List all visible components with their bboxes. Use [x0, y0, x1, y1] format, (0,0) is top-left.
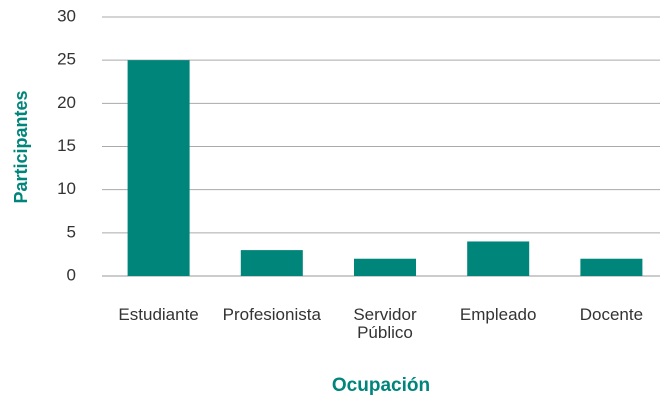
- x-tick-text: Estudiante: [118, 305, 199, 324]
- x-tick-text: Docente: [579, 305, 644, 324]
- y-tick-label: 5: [67, 222, 76, 241]
- y-tick-label: 30: [57, 6, 76, 25]
- x-tick-text: Servidor Público: [353, 305, 417, 342]
- y-tick-label: 10: [57, 179, 76, 198]
- x-tick-label: Servidor Público: [328, 306, 441, 342]
- bar: [467, 241, 530, 276]
- y-tick-label: 20: [57, 93, 76, 112]
- x-tick-label: Estudiante: [102, 306, 215, 324]
- x-tick-label: Docente: [555, 306, 668, 324]
- x-tick-text: Profesionista: [222, 305, 321, 324]
- y-axis-title: Participantes: [11, 90, 31, 203]
- bar: [580, 258, 643, 276]
- y-tick-label: 15: [57, 136, 76, 155]
- y-tick-label: 25: [57, 50, 76, 69]
- x-tick-text: Empleado: [459, 305, 537, 324]
- x-tick-label: Profesionista: [215, 306, 328, 324]
- bar: [354, 258, 416, 276]
- x-axis-title: Ocupación: [332, 375, 430, 396]
- bar: [127, 60, 190, 276]
- x-tick-label: Empleado: [442, 306, 555, 324]
- y-tick-label: 0: [67, 265, 76, 284]
- bar: [240, 250, 303, 276]
